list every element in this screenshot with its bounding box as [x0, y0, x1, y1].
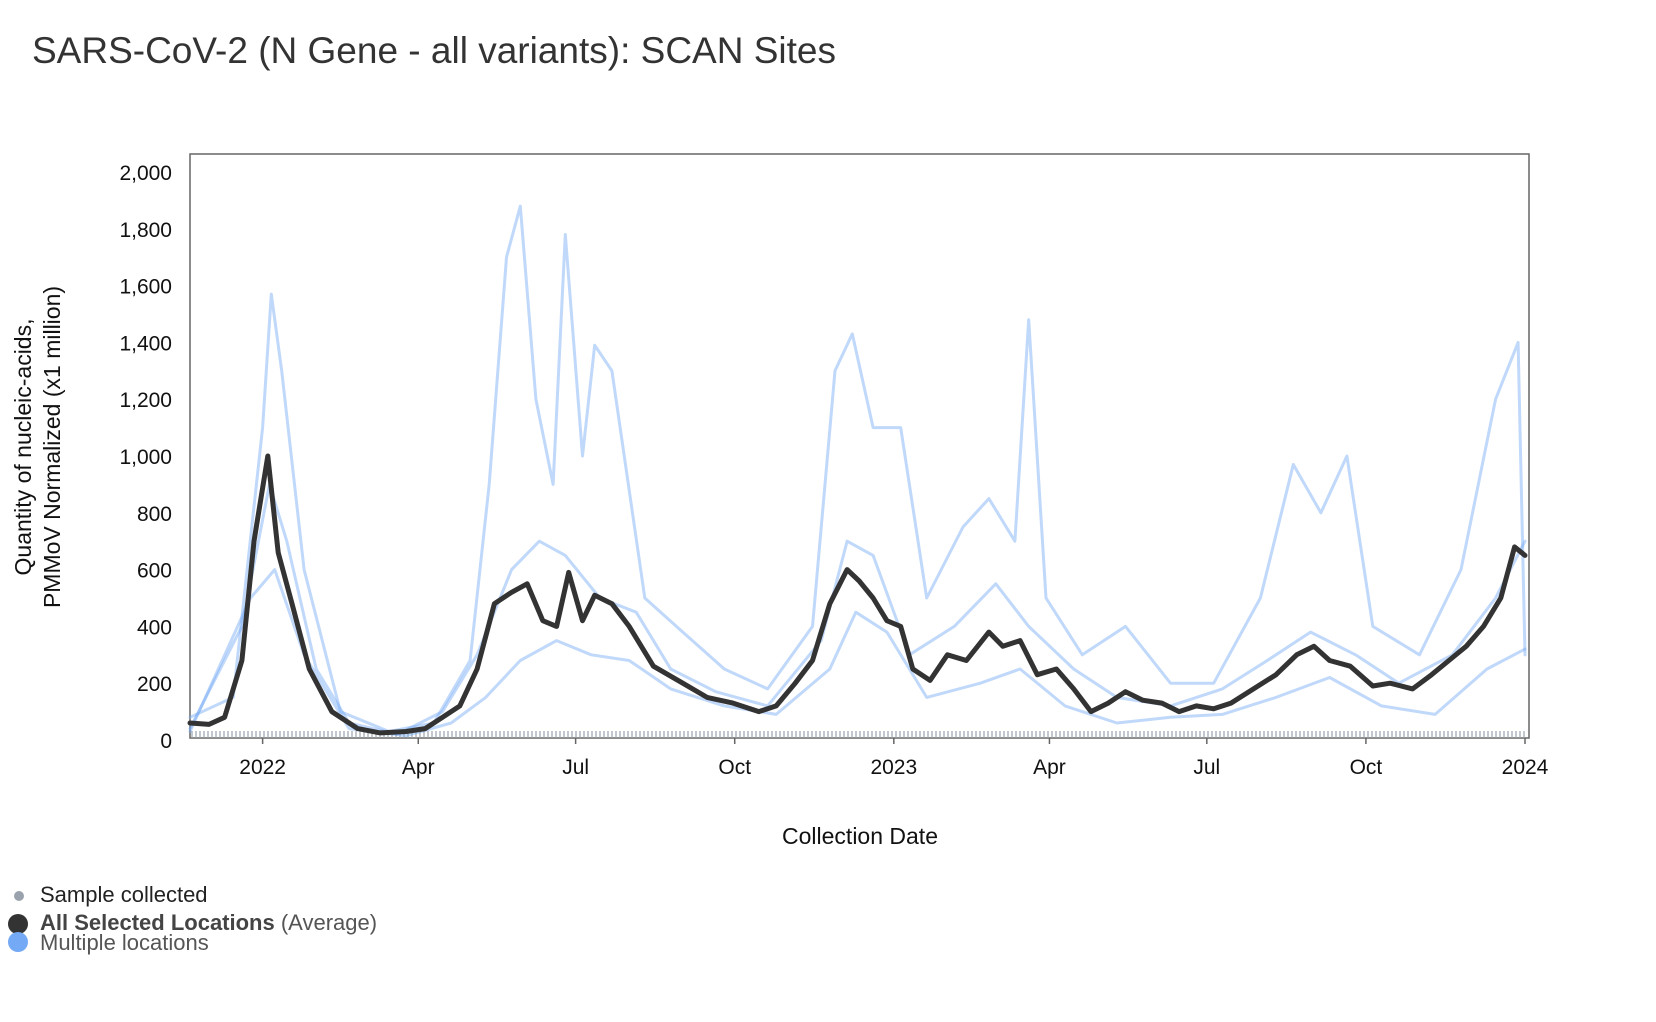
y-tick-label: 400: [137, 616, 172, 639]
x-axis: 2022 Apr Jul Oct 2023 Apr Jul Oct 2024: [239, 738, 1549, 779]
y-axis-label-line1: Quantity of nucleic-acids,: [10, 319, 36, 576]
y-axis-label-line2: PMMoV Normalized (x1 million): [39, 286, 65, 608]
y-tick-label: 1,200: [119, 389, 172, 412]
x-tick-label: 2022: [239, 756, 286, 779]
y-tick-label: 1,400: [119, 332, 172, 355]
series-line-location: [188, 482, 1527, 736]
series-layer: [187, 204, 1528, 738]
series-line-average: [187, 453, 1528, 736]
y-axis: 0 200 400 600 800 1,000 1,200 1,400 1,600 1,800 2,…: [119, 162, 172, 753]
y-tick-label: 200: [137, 673, 172, 696]
legend-label-sample: Sample collected: [40, 882, 208, 907]
legend-label-average-suffix: (Average): [280, 910, 378, 935]
y-tick-label: 0: [160, 730, 172, 753]
x-tick-label: 2024: [1502, 756, 1549, 779]
y-tick-label: 2,000: [119, 162, 172, 185]
x-tick-label: Jul: [562, 756, 589, 779]
x-tick-label: 2023: [870, 756, 917, 779]
sample-markers: [191, 731, 1525, 738]
x-tick-label: Oct: [1350, 756, 1383, 779]
x-axis-label: Collection Date: [782, 823, 938, 849]
y-tick-label: 1,000: [119, 446, 172, 469]
chart-title: SARS-CoV-2 (N Gene - all variants): SCAN…: [32, 30, 836, 71]
sample-dot-icon: [14, 891, 24, 901]
x-tick-label: Jul: [1193, 756, 1220, 779]
multiple-dot-icon: [8, 932, 28, 952]
average-dot-icon: [8, 914, 28, 934]
series-line-location: [188, 568, 1527, 738]
legend-label-average: All Selected Locations: [40, 910, 275, 935]
y-tick-label: 1,800: [119, 219, 172, 242]
y-tick-label: 800: [137, 503, 172, 526]
y-tick-label: 600: [137, 560, 172, 583]
legend-label-multiple: Multiple locations: [40, 930, 209, 955]
x-tick-label: Apr: [1033, 756, 1066, 779]
series-line-location: [188, 204, 1527, 733]
plot-frame: [189, 153, 1530, 739]
x-tick-label: Apr: [402, 756, 435, 779]
y-tick-label: 1,600: [119, 276, 172, 299]
x-tick-label: Oct: [718, 756, 751, 779]
